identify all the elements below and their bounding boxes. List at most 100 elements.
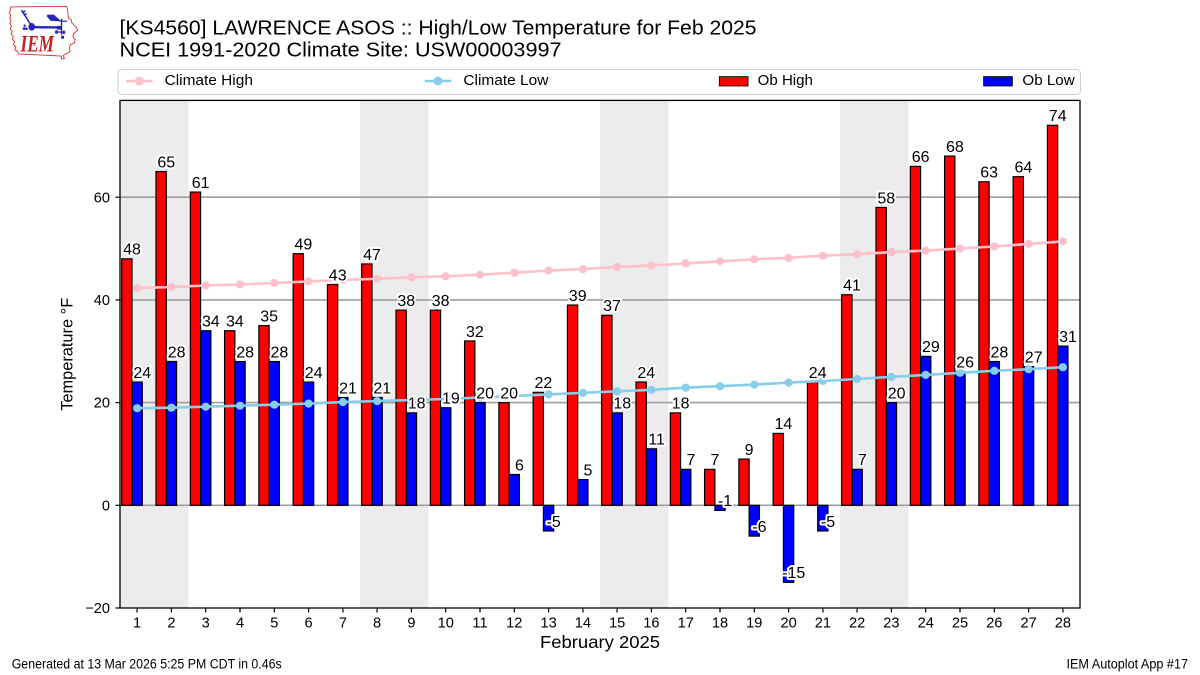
- svg-text:20: 20: [780, 615, 796, 631]
- svg-text:40: 40: [94, 293, 110, 309]
- svg-text:Temperature °F: Temperature °F: [57, 298, 76, 411]
- svg-text:19: 19: [442, 391, 460, 408]
- svg-text:14: 14: [775, 416, 793, 433]
- svg-text:24: 24: [133, 365, 151, 382]
- svg-text:58: 58: [877, 190, 895, 207]
- svg-text:60: 60: [94, 190, 110, 206]
- svg-text:63: 63: [980, 165, 998, 182]
- svg-text:31: 31: [1059, 329, 1077, 346]
- svg-text:0: 0: [102, 498, 110, 514]
- svg-text:65: 65: [157, 154, 175, 171]
- svg-text:Climate High: Climate High: [165, 73, 253, 89]
- svg-text:26: 26: [956, 355, 974, 372]
- svg-text:IEM: IEM: [20, 31, 55, 56]
- svg-text:Climate Low: Climate Low: [463, 73, 549, 89]
- svg-text:28: 28: [236, 344, 254, 361]
- svg-text:24: 24: [305, 365, 323, 382]
- svg-text:21: 21: [339, 380, 357, 397]
- svg-text:74: 74: [1049, 108, 1067, 125]
- svg-text:20: 20: [476, 385, 494, 402]
- svg-text:-5: -5: [547, 514, 561, 531]
- svg-text:39: 39: [569, 288, 587, 305]
- svg-text:21: 21: [815, 615, 831, 631]
- svg-text:24: 24: [918, 615, 934, 631]
- svg-text:22: 22: [535, 375, 553, 392]
- svg-text:66: 66: [912, 149, 930, 166]
- svg-text:13: 13: [540, 615, 556, 631]
- svg-text:26: 26: [986, 615, 1002, 631]
- svg-text:38: 38: [397, 293, 415, 310]
- svg-text:34: 34: [202, 314, 220, 331]
- svg-text:-6: -6: [752, 519, 766, 536]
- svg-text:34: 34: [226, 314, 244, 331]
- svg-text:18: 18: [672, 396, 690, 413]
- svg-text:35: 35: [260, 308, 278, 325]
- svg-text:37: 37: [603, 298, 621, 315]
- svg-text:1: 1: [133, 615, 141, 631]
- svg-text:NCEI 1991-2020 Climate Site: U: NCEI 1991-2020 Climate Site: USW00003997: [120, 40, 562, 62]
- svg-text:9: 9: [745, 442, 754, 459]
- svg-text:61: 61: [192, 175, 210, 192]
- svg-text:25: 25: [952, 615, 968, 631]
- svg-text:20: 20: [500, 385, 518, 402]
- svg-text:−20: −20: [85, 601, 110, 617]
- svg-text:7: 7: [686, 452, 695, 469]
- svg-text:29: 29: [922, 339, 940, 356]
- svg-text:12: 12: [506, 615, 522, 631]
- svg-text:6: 6: [305, 615, 313, 631]
- svg-text:11: 11: [648, 432, 665, 449]
- svg-text:20: 20: [94, 396, 110, 412]
- svg-text:32: 32: [466, 324, 484, 341]
- svg-text:19: 19: [746, 615, 762, 631]
- svg-text:5: 5: [584, 462, 593, 479]
- svg-text:21: 21: [373, 380, 391, 397]
- svg-text:[KS4560] LAWRENCE ASOS :: High: [KS4560] LAWRENCE ASOS :: High/Low Tempe…: [120, 18, 757, 40]
- svg-text:7: 7: [339, 615, 347, 631]
- svg-text:-15: -15: [782, 565, 805, 582]
- svg-text:16: 16: [643, 615, 659, 631]
- svg-text:24: 24: [809, 365, 827, 382]
- svg-text:23: 23: [883, 615, 899, 631]
- svg-text:17: 17: [678, 615, 694, 631]
- svg-text:7: 7: [858, 452, 867, 469]
- svg-text:10: 10: [438, 615, 454, 631]
- svg-text:38: 38: [432, 293, 450, 310]
- svg-text:28: 28: [991, 344, 1009, 361]
- svg-text:18: 18: [613, 396, 631, 413]
- svg-text:27: 27: [1020, 615, 1036, 631]
- svg-text:15: 15: [609, 615, 625, 631]
- svg-text:14: 14: [575, 615, 591, 631]
- svg-text:6: 6: [515, 457, 524, 474]
- svg-text:49: 49: [295, 237, 313, 254]
- svg-text:64: 64: [1015, 160, 1033, 177]
- svg-text:68: 68: [946, 139, 964, 156]
- svg-text:2: 2: [167, 615, 175, 631]
- svg-text:8: 8: [373, 615, 381, 631]
- svg-text:Ob Low: Ob Low: [1022, 73, 1075, 89]
- svg-text:24: 24: [637, 365, 655, 382]
- svg-text:4: 4: [236, 615, 244, 631]
- svg-text:28: 28: [168, 344, 186, 361]
- svg-text:-1: -1: [718, 493, 732, 510]
- svg-text:February 2025: February 2025: [540, 632, 660, 652]
- svg-text:7: 7: [710, 452, 719, 469]
- svg-text:27: 27: [1025, 350, 1043, 367]
- svg-text:18: 18: [408, 396, 426, 413]
- svg-text:18: 18: [712, 615, 728, 631]
- svg-text:43: 43: [329, 267, 347, 284]
- svg-text:3: 3: [202, 615, 210, 631]
- svg-text:-5: -5: [821, 514, 835, 531]
- svg-text:20: 20: [888, 385, 906, 402]
- svg-text:41: 41: [843, 278, 861, 295]
- svg-text:47: 47: [363, 247, 381, 264]
- svg-text:9: 9: [407, 615, 415, 631]
- svg-text:5: 5: [270, 615, 278, 631]
- svg-text:IEM Autoplot App #17: IEM Autoplot App #17: [1067, 657, 1189, 673]
- svg-text:Generated at 13 Mar 2026 5:25: Generated at 13 Mar 2026 5:25 PM CDT in …: [12, 656, 282, 672]
- svg-text:Ob High: Ob High: [758, 73, 813, 89]
- svg-text:48: 48: [123, 242, 141, 259]
- svg-text:11: 11: [472, 615, 487, 631]
- svg-text:22: 22: [849, 615, 865, 631]
- svg-text:28: 28: [1055, 615, 1071, 631]
- svg-text:28: 28: [271, 344, 289, 361]
